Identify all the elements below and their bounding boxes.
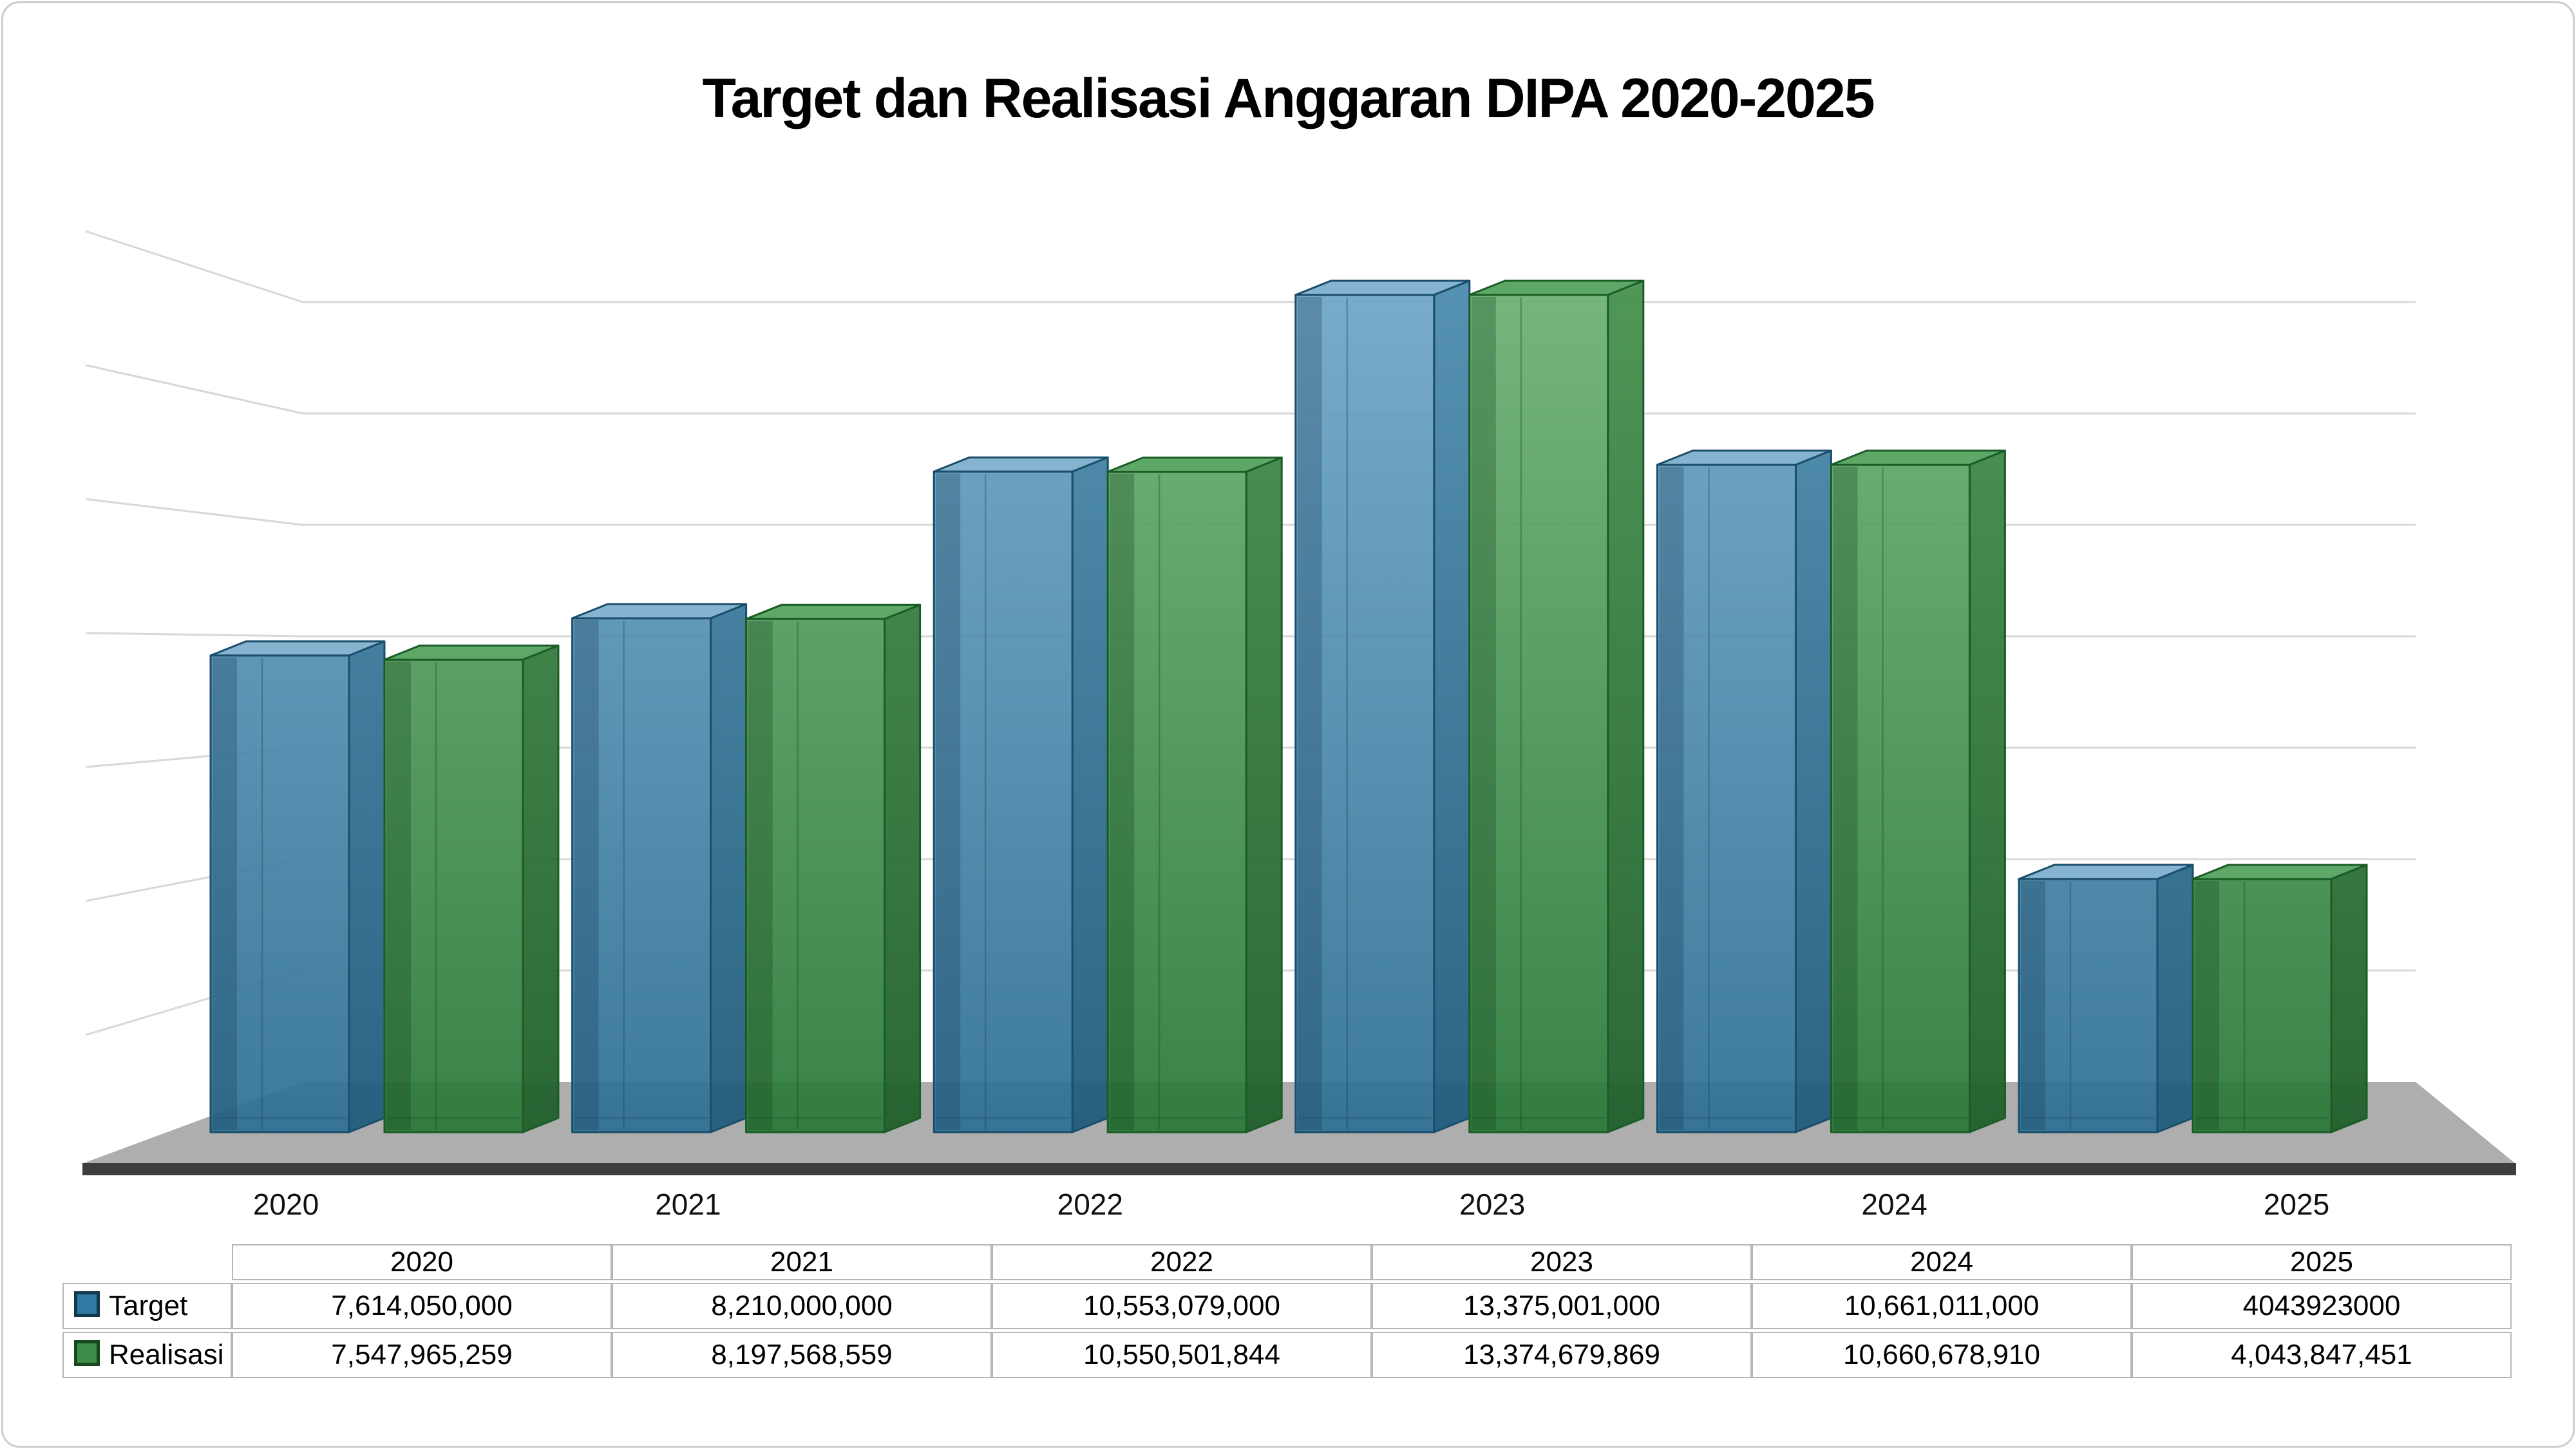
table-cell-realisasi-2022: 10,550,501,844 (992, 1332, 1372, 1378)
bar-target-2022 (933, 456, 1109, 1133)
bar-realisasi-2023-front (1468, 294, 1609, 1133)
table-header-2021: 2021 (612, 1244, 992, 1280)
legend-swatch-realisasi (74, 1340, 100, 1366)
bar-target-2021-side (710, 603, 748, 1133)
chart-title: Target dan Realisasi Anggaran DIPA 2020-… (702, 68, 1875, 129)
table-header-row: 2020 2021 2022 2023 2024 2025 (62, 1244, 2512, 1280)
bar-realisasi-2024-left-shade (1833, 466, 1858, 1130)
bar-realisasi-2025 (2192, 864, 2368, 1133)
bar-realisasi-2022-left-shade (1110, 473, 1135, 1130)
table-header-2022: 2022 (992, 1244, 1372, 1280)
bar-realisasi-2022-front (1106, 470, 1247, 1133)
bar-target-2021-left-shade (574, 620, 599, 1130)
x-axis-label-2022: 2022 (1057, 1188, 1123, 1221)
x-axis-label-2021: 2021 (655, 1188, 721, 1221)
bar-realisasi-2024-front (1830, 464, 1971, 1133)
bar-realisasi-2025-left-shade (2195, 880, 2219, 1130)
bar-target-2020-left-shade (213, 657, 237, 1130)
bar-target-2020-side (348, 640, 386, 1133)
table-cell-target-2025: 4043923000 (2132, 1283, 2512, 1329)
gridline (85, 230, 2416, 303)
table-header-2025: 2025 (2132, 1244, 2512, 1280)
bar-target-2023-side (1433, 279, 1471, 1133)
legend-swatch-target (74, 1291, 100, 1317)
bar-target-2023-front (1294, 294, 1435, 1133)
bar-target-2022-front (933, 470, 1074, 1133)
bar-realisasi-2021-front (745, 618, 886, 1133)
table-header-2020: 2020 (232, 1244, 612, 1280)
table-cell-realisasi-2021: 8,197,568,559 (612, 1332, 992, 1378)
bar-target-2023-left-shade (1297, 296, 1322, 1130)
table-cell-target-2024: 10,661,011,000 (1752, 1283, 2132, 1329)
bar-realisasi-2021-side (884, 603, 922, 1133)
gridline (85, 364, 2416, 415)
bar-target-2025-side (2156, 864, 2194, 1133)
table-row-target: Target 7,614,050,000 8,210,000,000 10,553,0… (62, 1283, 2512, 1329)
bar-target-2022-side (1071, 456, 1109, 1133)
bar-realisasi-2021 (745, 603, 922, 1133)
bar-realisasi-2020-left-shade (386, 661, 411, 1130)
table-cell-realisasi-2023: 13,374,679,869 (1372, 1332, 1752, 1378)
bar-realisasi-2020-side (522, 644, 560, 1133)
bar-realisasi-2023 (1468, 279, 1645, 1133)
data-table-body: 2020 2021 2022 2023 2024 2025 Target 7,614,050,… (62, 1244, 2512, 1378)
table-cell-realisasi-2024: 10,660,678,910 (1752, 1332, 2132, 1378)
chart-floor-edge (82, 1163, 2516, 1175)
bar-target-2020 (209, 640, 386, 1133)
table-header-2023: 2023 (1372, 1244, 1752, 1280)
bar-realisasi-2024-side (1968, 450, 2006, 1133)
table-cell-target-2023: 13,375,001,000 (1372, 1283, 1752, 1329)
bar-target-2024 (1656, 450, 1832, 1133)
bar-target-2023 (1294, 279, 1471, 1133)
bar-realisasi-2020-front (383, 658, 524, 1133)
bar-target-2021 (571, 603, 748, 1133)
bar-target-2025-front (2018, 878, 2159, 1133)
bar-realisasi-2020 (383, 644, 560, 1133)
data-table: 2020 2021 2022 2023 2024 2025 Target 7,614,050,… (62, 1242, 2512, 1381)
bar-target-2024-left-shade (1659, 466, 1684, 1130)
table-cell-target-2021: 8,210,000,000 (612, 1283, 992, 1329)
bar-target-2020-front (209, 654, 350, 1133)
x-axis-label-2020: 2020 (253, 1188, 319, 1221)
table-header-2024: 2024 (1752, 1244, 2132, 1280)
table-cell-realisasi-2020: 7,547,965,259 (232, 1332, 612, 1378)
bar-realisasi-2024 (1830, 450, 2006, 1133)
bar-target-2025 (2018, 864, 2194, 1133)
bar-target-2022-left-shade (936, 473, 961, 1130)
bar-target-2021-front (571, 617, 712, 1133)
bar-target-2024-side (1794, 450, 1832, 1133)
table-rowlabel-realisasi: Realisasi (62, 1332, 232, 1378)
table-row-realisasi: Realisasi 7,547,965,259 8,197,568,559 10,55… (62, 1332, 2512, 1378)
x-axis-label-2023: 2023 (1459, 1188, 1525, 1221)
table-cell-realisasi-2025: 4,043,847,451 (2132, 1332, 2512, 1378)
bar-realisasi-2022-side (1245, 456, 1283, 1133)
bar-target-2025-left-shade (2021, 880, 2045, 1130)
bar-realisasi-2023-left-shade (1471, 296, 1496, 1131)
bar-target-2024-front (1656, 464, 1797, 1133)
x-axis-label-2025: 2025 (2264, 1188, 2329, 1221)
table-cell-target-2022: 10,553,079,000 (992, 1283, 1372, 1329)
bar-realisasi-2025-front (2192, 878, 2333, 1133)
table-cell-target-2020: 7,614,050,000 (232, 1283, 612, 1329)
bar-realisasi-2022 (1106, 456, 1283, 1133)
bar-realisasi-2021-left-shade (748, 621, 773, 1130)
bar-realisasi-2023-side (1607, 279, 1645, 1133)
table-corner-cell (62, 1244, 232, 1280)
x-axis-label-2024: 2024 (1861, 1188, 1927, 1221)
table-rowlabel-target: Target (62, 1283, 232, 1329)
bar-realisasi-2025-side (2330, 864, 2368, 1133)
